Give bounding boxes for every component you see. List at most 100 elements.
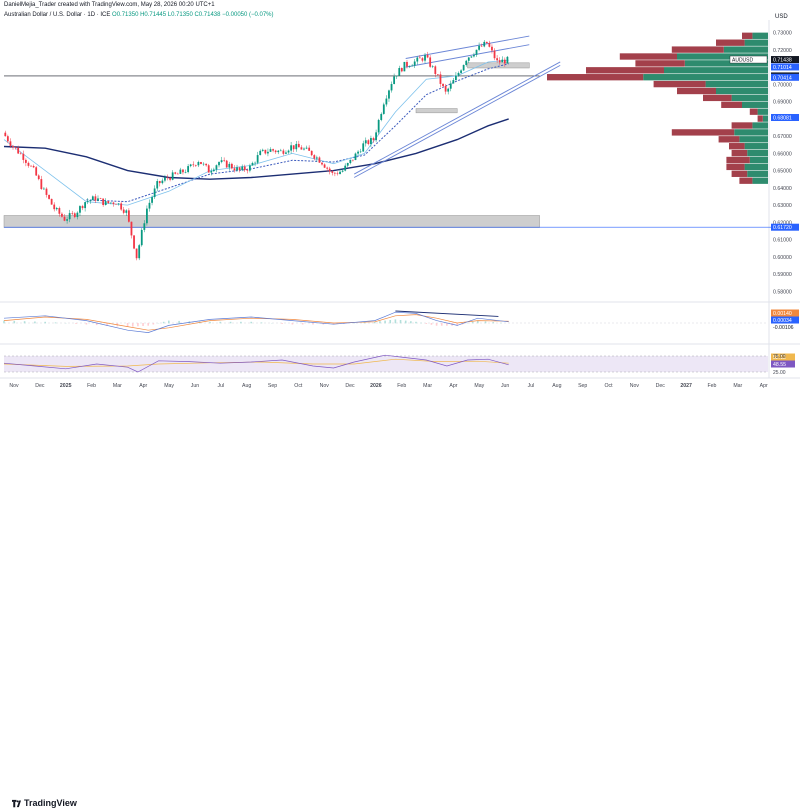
candle-body — [226, 161, 228, 168]
candle-body — [357, 152, 359, 154]
macd-histogram-bar — [14, 321, 16, 323]
candle-body — [301, 147, 303, 149]
chart-canvas[interactable]: 0.730000.720000.710000.700000.690000.680… — [0, 0, 800, 415]
candle-body — [360, 152, 362, 153]
time-tick-label: Mar — [423, 383, 432, 389]
volume-profile-bar-up — [732, 95, 768, 101]
volume-profile-bar-up — [745, 164, 768, 170]
time-tick-label: Nov — [320, 383, 330, 389]
macd-histogram-bar — [142, 323, 144, 326]
candle-body — [89, 200, 91, 201]
time-tick-label: Dec — [656, 383, 666, 389]
volume-profile-bar-up — [742, 102, 768, 108]
header-symbol-line: Australian Dollar / U.S. Dollar · 1D · I… — [4, 12, 274, 18]
candle-body — [347, 163, 349, 166]
time-tick-label: Sep — [578, 383, 587, 389]
candle-body — [259, 151, 261, 155]
sma-mid-line — [86, 64, 508, 202]
candle-body — [40, 179, 42, 189]
macd-histogram-bar — [261, 322, 263, 323]
macd-histogram-bar — [75, 323, 77, 324]
candle-body — [288, 151, 290, 153]
candle-body — [293, 145, 295, 149]
volume-profile-bar-up — [747, 171, 768, 177]
candle-body — [107, 201, 109, 203]
candle-body — [53, 205, 55, 210]
candle-body — [69, 213, 71, 219]
candle-body — [169, 178, 171, 180]
macd-line — [4, 312, 509, 332]
candle-body — [375, 132, 377, 140]
macd-histogram-bar — [302, 323, 304, 325]
volume-profile-bar-down — [677, 88, 716, 94]
price-tick-label: 0.63000 — [773, 203, 792, 209]
candle-body — [12, 146, 14, 147]
candle-body — [246, 170, 248, 171]
symbol-name: Australian Dollar / U.S. Dollar · 1D · I… — [4, 12, 110, 18]
volume-profile-bar-up — [758, 109, 768, 115]
candle-body — [452, 80, 454, 83]
price-tick-label: 0.60000 — [773, 255, 792, 261]
macd-histogram-bar — [147, 323, 149, 326]
candle-body — [398, 68, 400, 76]
candle-body — [159, 181, 161, 183]
macd-histogram-bar — [312, 323, 314, 325]
time-tick-label: May — [164, 383, 174, 389]
candle-body — [131, 222, 133, 236]
candle-body — [473, 55, 475, 57]
time-tick-label: May — [474, 383, 484, 389]
macd-histogram-bar — [472, 322, 474, 324]
sma-slow-line — [4, 119, 509, 179]
candle-body — [213, 170, 215, 171]
candle-body — [234, 168, 236, 170]
macd-histogram-bar — [389, 320, 391, 323]
volume-profile-bar-up — [752, 122, 768, 128]
candle-body — [501, 60, 503, 63]
candle-body — [97, 198, 99, 200]
macd-value: 0.00140 — [773, 311, 792, 317]
volume-profile-bar-up — [643, 74, 768, 80]
volume-profile-bar-up — [763, 115, 768, 121]
macd-histogram-bar — [209, 322, 211, 324]
macd-histogram-bar — [441, 323, 443, 326]
volume-profile-bar-down — [620, 53, 677, 59]
volume-profile-bar-up — [745, 143, 768, 149]
candle-body — [321, 163, 323, 165]
candle-body — [102, 199, 104, 205]
symbol-tag-text: AUDUSD — [732, 58, 754, 64]
candle-body — [411, 66, 413, 67]
candle-body — [56, 208, 58, 209]
time-tick-label: Apr — [760, 383, 768, 389]
candle-body — [334, 173, 336, 174]
macd-histogram-bar — [395, 319, 397, 323]
candle-body — [367, 140, 369, 144]
volume-profile-bar-up — [724, 46, 768, 52]
candle-body — [74, 213, 76, 217]
time-tick-label: Nov — [630, 383, 640, 389]
volume-profile-bar-down — [739, 178, 752, 184]
candle-body — [187, 166, 189, 172]
price-level-value: 0.71014 — [773, 65, 792, 71]
macd-histogram-bar — [281, 323, 283, 324]
candle-body — [221, 160, 223, 162]
candle-body — [167, 178, 169, 179]
rsi-band — [4, 356, 768, 372]
candle-body — [115, 204, 117, 205]
macd-histogram-bar — [400, 320, 402, 323]
time-tick-label: Jun — [501, 383, 509, 389]
candle-body — [507, 57, 509, 64]
candle-body — [285, 152, 287, 153]
candle-body — [128, 210, 130, 221]
candle-body — [272, 149, 274, 150]
candle-body — [308, 148, 310, 151]
macd-histogram-bar — [431, 323, 433, 325]
time-tick-label: Dec — [35, 383, 45, 389]
candle-body — [113, 203, 115, 204]
candle-body — [275, 151, 277, 152]
candle-body — [244, 167, 246, 170]
volume-profile-bar-down — [729, 143, 745, 149]
macd-histogram-bar — [405, 321, 407, 324]
candle-body — [329, 169, 331, 172]
candle-body — [216, 165, 218, 169]
candle-body — [43, 189, 45, 190]
